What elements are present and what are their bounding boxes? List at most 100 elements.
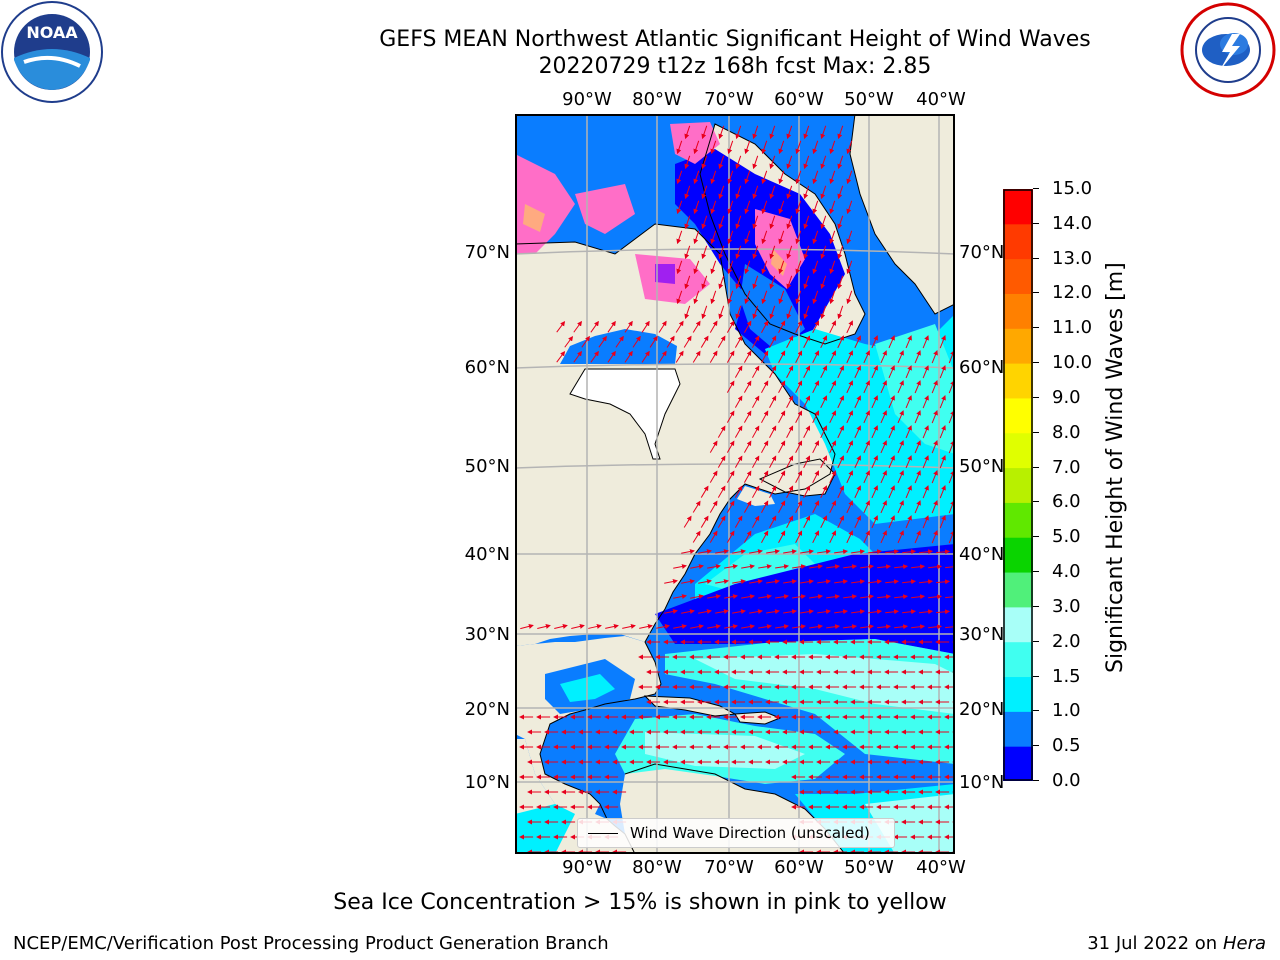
wind-wave-arrow — [735, 245, 742, 260]
wind-wave-arrow — [846, 530, 853, 544]
wind-wave-arrow — [676, 230, 683, 245]
wind-wave-arrow — [795, 440, 803, 454]
wind-wave-arrow — [727, 200, 734, 215]
lat-label-left-70n: 70°N — [464, 242, 510, 263]
wind-wave-arrow — [710, 200, 717, 215]
wind-wave-arrow — [726, 380, 735, 393]
wind-wave-arrow — [792, 594, 807, 600]
colorbar-segment — [1003, 537, 1033, 573]
wind-wave-arrow — [843, 624, 858, 630]
wind-wave-arrow — [812, 170, 819, 185]
wind-wave-arrow — [778, 200, 785, 215]
wind-wave-arrow — [812, 530, 819, 544]
colorbar-tick-mark — [1033, 640, 1039, 642]
wind-wave-arrow — [724, 564, 738, 570]
wind-wave-arrow — [656, 624, 670, 629]
wind-wave-arrow — [744, 200, 751, 215]
colorbar-segment — [1003, 258, 1033, 294]
wind-wave-arrow — [752, 215, 759, 230]
wind-wave-arrow — [752, 395, 760, 408]
wind-wave-arrow — [939, 485, 946, 499]
wind-wave-arrow — [769, 305, 776, 320]
wind-wave-arrow — [868, 609, 883, 615]
lon-label-bottom-60w: 60°W — [774, 857, 824, 878]
noaa-logo-text: NOAA — [26, 23, 78, 42]
wind-wave-arrow — [786, 305, 793, 320]
colorbar-tick-mark — [1033, 396, 1039, 398]
wind-wave-arrow — [812, 260, 819, 275]
wind-wave-arrow — [803, 125, 810, 140]
wind-wave-arrow — [752, 335, 760, 348]
wind-wave-arrow — [820, 395, 827, 409]
wind-wave-arrow — [885, 609, 900, 615]
wind-wave-arrow — [715, 549, 729, 555]
wind-wave-arrow — [676, 260, 683, 275]
wind-wave-arrow — [698, 579, 712, 584]
colorbar-segment — [1003, 397, 1033, 434]
wind-wave-arrow — [743, 470, 752, 483]
wind-wave-arrow — [812, 350, 819, 364]
wind-wave-arrow — [698, 609, 712, 614]
wind-wave-arrow — [735, 215, 742, 230]
wind-wave-arrow — [863, 380, 870, 394]
wind-wave-arrow — [837, 125, 844, 140]
wind-wave-arrow — [877, 594, 892, 600]
wind-wave-arrow — [707, 594, 721, 600]
wind-wave-arrow — [607, 320, 616, 333]
wind-wave-arrow — [758, 564, 772, 570]
wind-wave-arrow — [939, 425, 946, 439]
colorbar-segment — [1003, 363, 1033, 399]
wind-wave-arrow — [922, 455, 929, 469]
wind-wave-arrow — [905, 485, 912, 499]
wind-wave-arrow — [812, 320, 819, 334]
wind-wave-arrow — [769, 515, 777, 528]
wind-wave-arrow — [803, 185, 810, 200]
wind-wave-arrow — [863, 470, 870, 484]
wind-wave-arrow — [829, 410, 836, 424]
wind-wave-arrow — [664, 609, 678, 614]
colorbar-tick-label: 6.0 — [1052, 491, 1081, 513]
wind-wave-arrow — [735, 125, 742, 140]
wind-wave-arrow — [684, 275, 691, 290]
wind-wave-arrow — [820, 455, 827, 469]
wind-wave-arrow — [846, 440, 853, 454]
wind-wave-arrow — [681, 579, 695, 584]
wind-wave-arrow — [684, 305, 691, 320]
wind-wave-arrow — [741, 594, 755, 600]
wind-wave-arrow — [718, 245, 725, 260]
wind-wave-arrow — [837, 455, 844, 469]
wind-wave-arrow — [769, 425, 777, 438]
wind-wave-arrow — [715, 579, 729, 585]
wind-wave-arrow — [766, 549, 781, 555]
wind-wave-arrow — [803, 395, 811, 409]
wind-wave-arrow — [888, 335, 895, 349]
lat-label-right-50n: 50°N — [959, 456, 1005, 477]
wind-wave-arrow — [939, 365, 946, 379]
wind-wave-arrow — [880, 530, 887, 544]
wind-wave-arrow — [752, 125, 759, 140]
wind-wave-arrow — [709, 440, 718, 453]
wind-wave-arrow — [919, 609, 934, 615]
wind-wave-arrow — [727, 230, 734, 245]
wind-wave-arrow — [834, 579, 849, 585]
wind-wave-arrow — [820, 155, 827, 170]
wind-wave-arrow — [786, 245, 793, 260]
wind-wave-arrow — [786, 185, 793, 200]
wind-wave-arrow — [897, 380, 904, 394]
wind-wave-arrow — [795, 140, 802, 155]
wind-wave-arrow — [744, 170, 751, 185]
map-legend: Wind Wave Direction (unscaled) — [577, 818, 895, 848]
wind-wave-arrow — [871, 365, 878, 379]
wind-wave-arrow — [726, 410, 735, 423]
colorbar-tick-label: 7.0 — [1052, 456, 1081, 478]
wind-wave-arrow — [734, 335, 743, 348]
colorbar-segment — [1003, 572, 1033, 608]
wind-wave-arrow — [837, 215, 844, 230]
wind-wave-arrow — [717, 335, 726, 348]
wind-wave-arrow — [573, 320, 583, 333]
wind-wave-arrow — [700, 485, 709, 498]
wind-wave-arrow — [877, 564, 892, 570]
wind-wave-arrow — [683, 335, 692, 348]
wind-wave-arrow — [837, 185, 844, 200]
wind-wave-arrow — [829, 500, 836, 514]
